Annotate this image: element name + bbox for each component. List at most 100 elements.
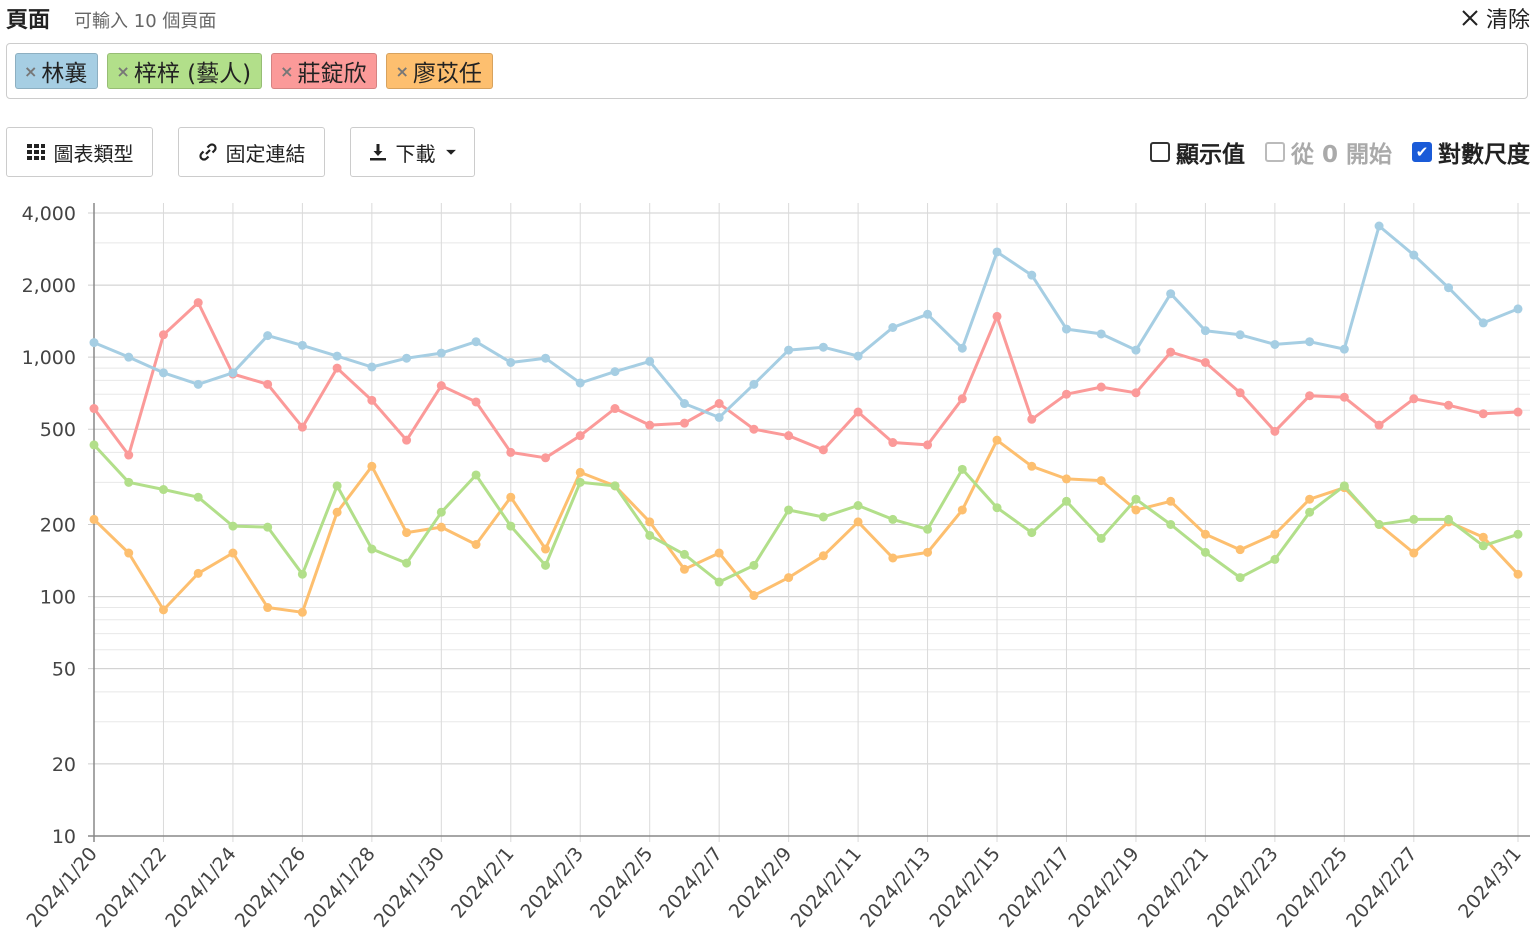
tag-label: 林襄 <box>41 61 88 87</box>
data-point <box>923 547 933 557</box>
series-group <box>89 440 1523 587</box>
data-point <box>818 445 828 455</box>
data-point <box>923 524 933 534</box>
start-zero-label: 從 0 開始 <box>1290 142 1392 168</box>
line-chart: 10 20 50 100 200 500 1,000 2,000 4,000 2024/1/20… <box>22 203 1530 932</box>
show-values-option[interactable]: 顯示值 <box>1149 135 1245 169</box>
data-point <box>367 395 377 405</box>
x-tick-label: 2024/2/15 <box>925 843 1004 932</box>
series-line <box>92 301 1519 460</box>
chart-type-button[interactable]: 圖表類型 <box>6 127 153 177</box>
remove-tag-icon[interactable]: × <box>395 61 409 81</box>
data-point <box>645 356 655 366</box>
data-point <box>1444 400 1454 410</box>
data-point <box>1339 344 1349 354</box>
page-tag: × 廖苡任 <box>386 53 493 89</box>
x-tick-label: 2024/2/5 <box>586 843 658 923</box>
data-point <box>714 399 724 409</box>
download-label: 下載 <box>395 141 436 166</box>
tag-label: 廖苡任 <box>412 61 482 87</box>
data-point <box>1166 289 1176 299</box>
data-point <box>1131 494 1141 504</box>
x-tick-label: 2024/2/17 <box>995 843 1074 932</box>
y-axis: 10 20 50 100 200 500 1,000 2,000 4,000 <box>22 203 95 848</box>
data-point <box>992 247 1002 257</box>
show-values-checkbox[interactable] <box>1149 142 1170 162</box>
data-point <box>332 481 342 491</box>
data-point <box>541 453 551 463</box>
remove-tag-icon[interactable]: × <box>24 61 38 81</box>
data-point <box>818 512 828 522</box>
page-tag-input[interactable]: × 林襄 × 梓梓 (藝人) × 莊錠欣 × 廖苡任 <box>6 43 1528 99</box>
data-point <box>888 438 898 448</box>
data-point <box>263 379 273 389</box>
log-scale-label: 對數尺度 <box>1438 142 1530 168</box>
clear-button[interactable]: 清除 <box>1460 2 1530 34</box>
chart-type-label: 圖表類型 <box>53 141 134 166</box>
y-tick-label: 1,000 <box>22 347 76 369</box>
log-scale-option[interactable]: ✔ 對數尺度 <box>1412 135 1530 169</box>
y-tick-label: 100 <box>40 587 76 609</box>
data-point <box>749 560 759 570</box>
data-point <box>158 330 168 340</box>
data-point <box>193 568 203 578</box>
data-point <box>679 418 689 428</box>
data-point <box>992 311 1002 321</box>
data-point <box>436 507 446 517</box>
data-point <box>124 450 134 460</box>
data-point <box>957 464 967 474</box>
data-point <box>784 431 794 441</box>
remove-tag-icon[interactable]: × <box>280 61 294 81</box>
data-point <box>1027 270 1037 280</box>
permalink-button[interactable]: 固定連結 <box>178 127 325 177</box>
data-point <box>1061 324 1071 334</box>
series-line <box>93 224 1519 419</box>
data-point <box>1270 529 1280 539</box>
data-point <box>471 397 481 407</box>
remove-tag-icon[interactable]: × <box>116 61 130 81</box>
log-scale-checkbox[interactable]: ✔ <box>1412 142 1432 162</box>
x-tick-label: 2024/1/28 <box>300 843 379 932</box>
data-point <box>158 368 168 378</box>
data-point <box>610 404 620 414</box>
input-hint: 可輸入 10 個頁面 <box>74 11 217 32</box>
data-point <box>263 522 273 532</box>
permalink-label: 固定連結 <box>225 141 306 166</box>
data-point <box>1409 394 1419 404</box>
series-group <box>89 221 1523 422</box>
data-point <box>888 553 898 563</box>
data-point <box>1096 329 1106 339</box>
data-point <box>1131 345 1141 355</box>
clear-label: 清除 <box>1485 8 1530 33</box>
link-icon <box>198 143 217 161</box>
data-point <box>1270 554 1280 564</box>
data-point <box>124 477 134 487</box>
data-point <box>1305 507 1315 517</box>
data-point <box>575 378 585 388</box>
data-point <box>645 530 655 540</box>
tag-label: 梓梓 (藝人) <box>133 61 252 87</box>
data-point <box>1305 494 1315 504</box>
data-point <box>1061 496 1071 506</box>
data-point <box>1478 409 1488 419</box>
page-tag: × 莊錠欣 <box>271 53 378 89</box>
data-point <box>506 521 516 531</box>
data-point <box>1409 514 1419 524</box>
data-point <box>1374 520 1384 529</box>
data-point <box>714 577 724 587</box>
x-tick-label: 2024/2/19 <box>1064 843 1143 932</box>
data-point <box>645 420 655 430</box>
data-point <box>297 607 307 617</box>
data-point <box>679 549 689 559</box>
data-point <box>1235 545 1245 555</box>
data-point <box>506 492 516 502</box>
x-tick-label: 2024/2/25 <box>1273 843 1352 932</box>
x-tick-label: 2024/1/26 <box>231 843 310 932</box>
y-tick-label: 500 <box>40 419 76 441</box>
x-tick-label: 2024/2/27 <box>1342 843 1421 932</box>
data-point <box>610 367 620 377</box>
data-point <box>992 435 1002 445</box>
data-point <box>471 540 481 550</box>
data-point <box>749 424 759 434</box>
download-button[interactable]: 下載 <box>350 127 475 177</box>
